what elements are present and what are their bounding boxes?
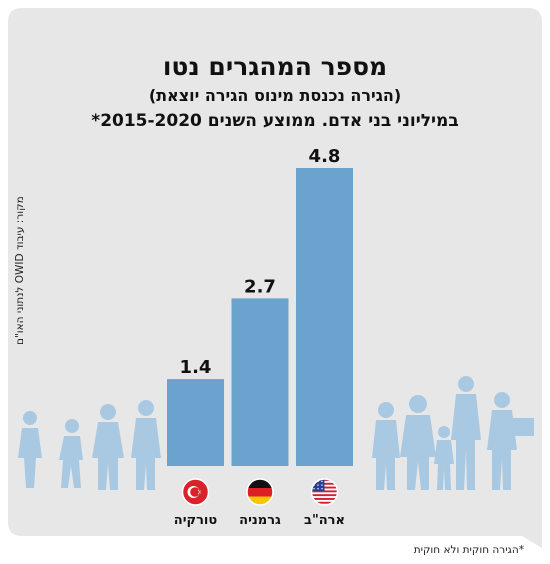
- chart-subtitle: (הגירה נכנסת מינוס הגירה יוצאת): [148, 86, 402, 105]
- bar-value-label-2: 2.7: [244, 276, 276, 297]
- person-silhouette-right-2: [400, 395, 436, 490]
- turkey-flag-icon: [181, 478, 210, 506]
- category-label-1: טורקיה: [174, 513, 218, 528]
- person-silhouette-left-4: [131, 400, 161, 490]
- category-label-2: גרמניה: [239, 513, 281, 528]
- person-silhouette-left-2: [59, 419, 83, 488]
- person-silhouette-left-1: [18, 411, 42, 488]
- footnote: *הגירה חוקית ולא חוקית: [413, 544, 524, 556]
- bar-value-label-3: 4.8: [309, 146, 341, 167]
- person-silhouette-right-1: [372, 402, 400, 490]
- person-silhouette-right-5: [487, 392, 534, 490]
- usa-flag-icon: [310, 478, 339, 506]
- migrant-silhouettes: [18, 376, 534, 490]
- person-silhouette-right-3: [434, 426, 454, 490]
- bar-value-label-1: 1.4: [180, 357, 212, 378]
- person-silhouette-left-3: [92, 404, 124, 490]
- person-silhouette-right-4: [451, 376, 481, 490]
- bar-3: [296, 168, 353, 466]
- bar-2: [231, 298, 289, 466]
- chart-subtitle-units: במיליוני בני אדם. ממוצע השנים 2015-2020*: [91, 111, 459, 131]
- category-label-3: ארה"ב: [304, 513, 345, 528]
- chart-title: מספר המהגרים נטו: [162, 52, 388, 81]
- bar-1: [167, 379, 224, 466]
- germany-flag-icon: [246, 478, 274, 506]
